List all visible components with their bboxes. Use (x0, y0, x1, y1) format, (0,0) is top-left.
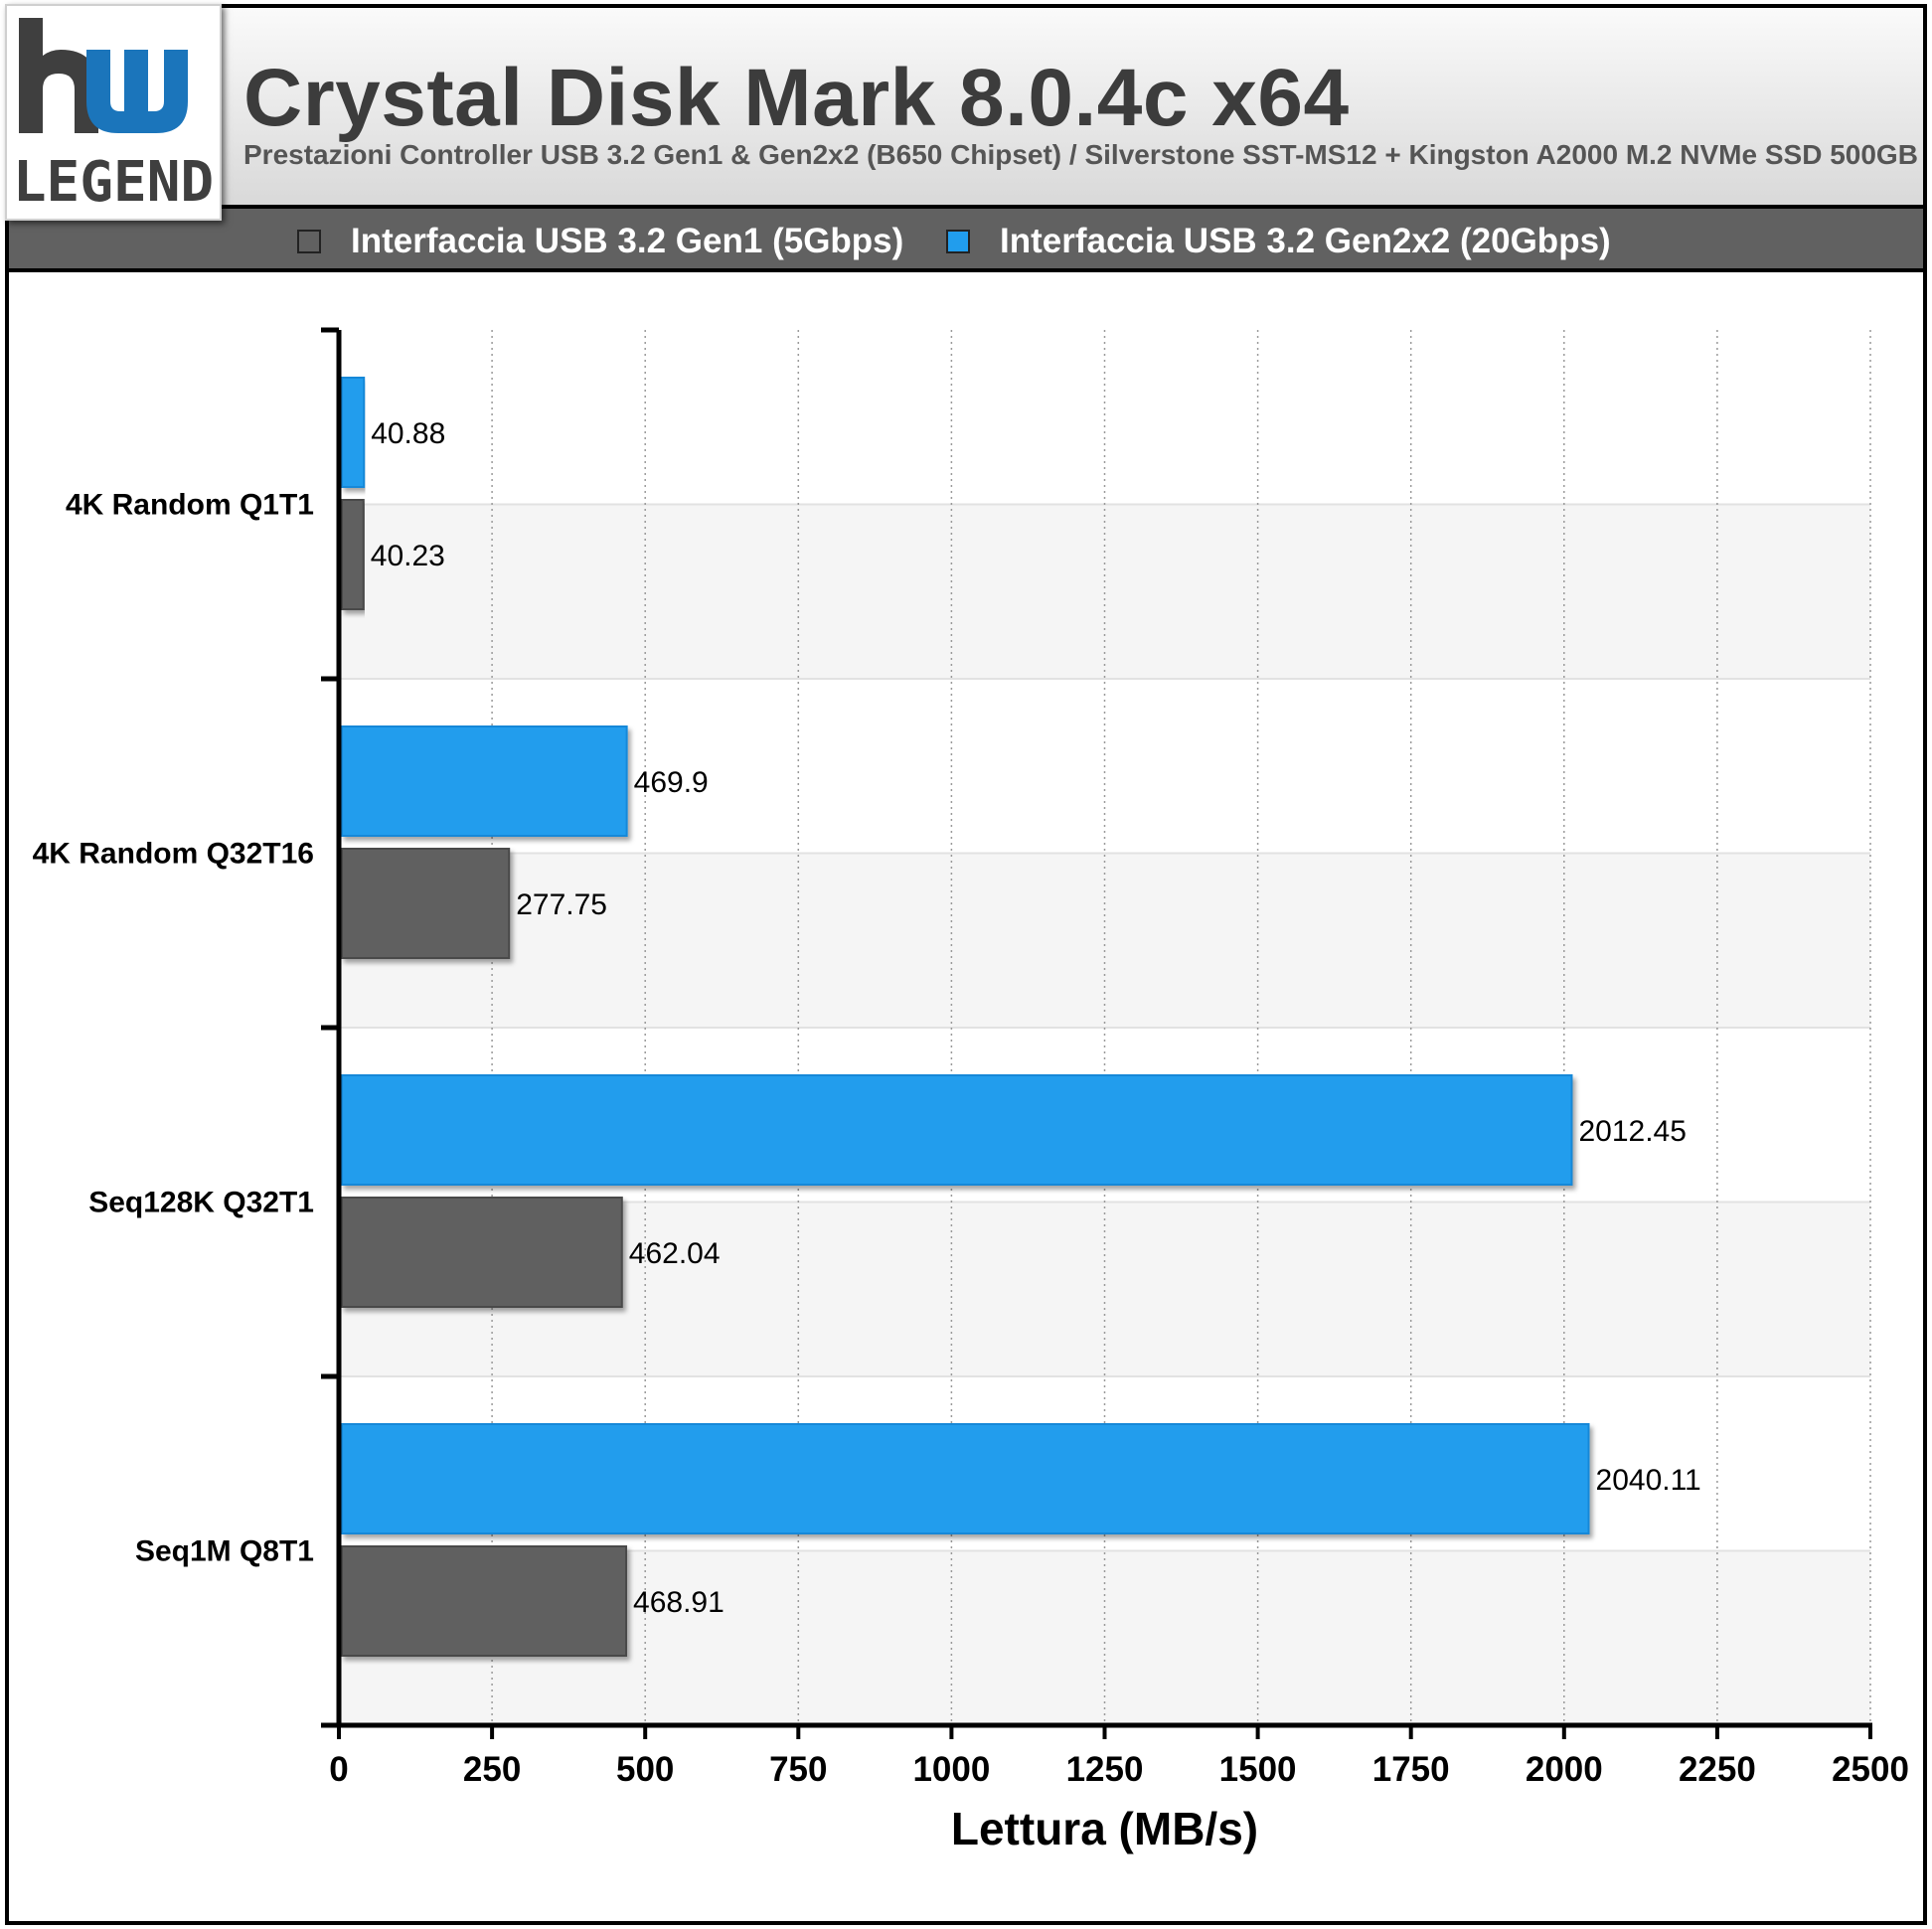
x-tick-label: 1250 (1066, 1750, 1144, 1789)
bar (341, 1545, 628, 1657)
legend-swatch-gen1 (297, 230, 321, 253)
category-label: 4K Random Q1T1 (66, 489, 314, 522)
x-tick-label: 1750 (1372, 1750, 1450, 1789)
bar (341, 1074, 1573, 1186)
x-tick-label: 1500 (1219, 1750, 1297, 1789)
x-tick-label: 0 (329, 1750, 348, 1789)
bar (341, 1197, 623, 1308)
x-tick-label: 500 (616, 1750, 674, 1789)
data-label: 40.23 (371, 540, 445, 572)
logo: LEGEND (5, 4, 222, 221)
legend-label-gen1: Interfaccia USB 3.2 Gen1 (5Gbps) (351, 222, 904, 260)
legend-swatch-gen2x2 (946, 230, 970, 253)
legend-item-gen1: Interfaccia USB 3.2 Gen1 (5Gbps) (297, 222, 903, 261)
logo-text: LEGEND (13, 150, 214, 215)
data-label: 462.04 (629, 1237, 721, 1270)
x-tick-label: 750 (769, 1750, 827, 1789)
bar (341, 1423, 1590, 1534)
legend-label-gen2x2: Interfaccia USB 3.2 Gen2x2 (20Gbps) (1000, 222, 1611, 260)
bars (341, 377, 1590, 1657)
bar (341, 725, 628, 837)
category-label: Seq1M Q8T1 (135, 1535, 314, 1568)
x-tick-label: 2250 (1679, 1750, 1756, 1789)
hw-legend-logo-icon: LEGEND (13, 18, 214, 215)
data-label: 277.75 (516, 888, 607, 921)
x-tick-label: 2500 (1832, 1750, 1909, 1789)
data-label: 469.9 (634, 766, 709, 799)
bar (341, 377, 366, 488)
x-tick-label: 250 (463, 1750, 521, 1789)
category-label: Seq128K Q32T1 (88, 1187, 314, 1219)
legend-item-gen2x2: Interfaccia USB 3.2 Gen2x2 (20Gbps) (946, 222, 1611, 261)
labels: 40.88 40.23 469.9 277.75 2012.45 462.04 2040.1… (33, 417, 1909, 1854)
x-tick-label: 2000 (1526, 1750, 1603, 1789)
bar (341, 848, 511, 959)
data-label: 2040.11 (1596, 1464, 1701, 1497)
legend: Interfaccia USB 3.2 Gen1 (5Gbps) Interfa… (5, 209, 1927, 272)
x-tick-label: 1000 (912, 1750, 990, 1789)
axes (321, 327, 1872, 1739)
bar (341, 499, 365, 610)
x-axis-title: Lettura (MB/s) (951, 1803, 1258, 1854)
category-label: 4K Random Q32T16 (33, 838, 314, 871)
chart-header: Crystal Disk Mark 8.0.4c x64 Prestazioni… (5, 4, 1927, 209)
band-upper (339, 330, 1870, 505)
data-label: 40.88 (371, 417, 445, 450)
chart-subtitle: Prestazioni Controller USB 3.2 Gen1 & Ge… (243, 139, 1918, 170)
data-label: 468.91 (633, 1586, 724, 1619)
chart-title: Crystal Disk Mark 8.0.4c x64 (243, 53, 1350, 143)
data-label: 2012.45 (1578, 1115, 1686, 1148)
